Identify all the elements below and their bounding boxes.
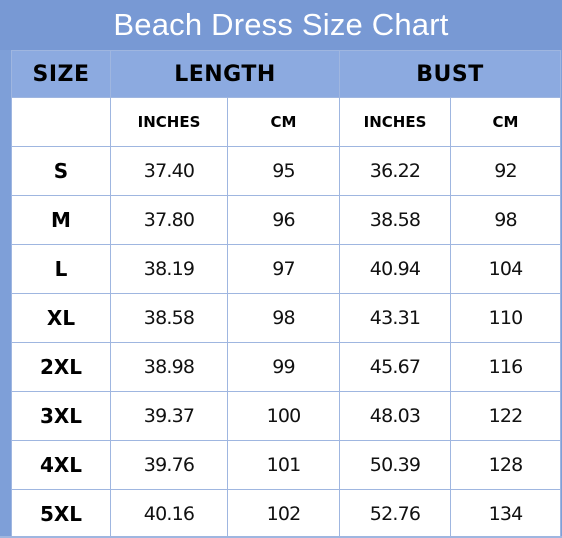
bust-inches-cell: 48.03 (339, 391, 451, 441)
bust-cm-cell: 134 (449, 489, 562, 538)
length-inches-cell: 37.40 (110, 146, 228, 196)
bottom-border (0, 536, 562, 538)
length-cm-cell: 97 (227, 244, 340, 294)
length-cm-cell: 99 (227, 342, 340, 392)
length-header: LENGTH (110, 50, 340, 98)
length-inches-cell: 38.58 (110, 293, 228, 343)
length-cm-header: CM (227, 97, 340, 147)
length-inches-header: INCHES (110, 97, 228, 147)
length-cm-cell: 98 (227, 293, 340, 343)
table-row: L 38.19 97 40.94 104 (11, 244, 562, 294)
bust-inches-cell: 50.39 (339, 440, 451, 490)
size-header: SIZE (11, 50, 111, 98)
length-inches-cell: 37.80 (110, 195, 228, 245)
bust-cm-header: CM (449, 97, 562, 147)
bust-inches-cell: 52.76 (339, 489, 451, 538)
size-cell: 5XL (11, 489, 111, 538)
length-inches-cell: 39.37 (110, 391, 228, 441)
bust-cm-cell: 110 (449, 293, 562, 343)
length-inches-cell: 40.16 (110, 489, 228, 538)
size-cell: M (11, 195, 111, 245)
length-cm-cell: 95 (227, 146, 340, 196)
length-inches-cell: 39.76 (110, 440, 228, 490)
bust-cm-cell: 98 (449, 195, 562, 245)
bust-header: BUST (338, 50, 562, 98)
size-cell: 3XL (11, 391, 111, 441)
bust-inches-cell: 45.67 (339, 342, 451, 392)
table-row: 2XL 38.98 99 45.67 116 (11, 342, 562, 392)
bust-cm-cell: 128 (449, 440, 562, 490)
table-row: S 37.40 95 36.22 92 (11, 146, 562, 196)
table-body: INCHES CM INCHES CM S 37.40 95 36.22 92 M 37.8… (11, 97, 562, 538)
table-row: M 37.80 96 38.58 98 (11, 195, 562, 245)
table-row: 5XL 40.16 102 52.76 134 (11, 489, 562, 538)
size-cell: L (11, 244, 111, 294)
table-row: 4XL 39.76 101 50.39 128 (11, 440, 562, 490)
size-cell: 4XL (11, 440, 111, 490)
bust-inches-header: INCHES (339, 97, 451, 147)
table-row: XL 38.58 98 43.31 110 (11, 293, 562, 343)
size-cell: XL (11, 293, 111, 343)
bust-cm-cell: 122 (449, 391, 562, 441)
bust-inches-cell: 40.94 (339, 244, 451, 294)
blank-cell (11, 97, 111, 147)
bust-inches-cell: 43.31 (339, 293, 451, 343)
bust-cm-cell: 92 (449, 146, 562, 196)
size-cell: S (11, 146, 111, 196)
bust-cm-cell: 104 (449, 244, 562, 294)
length-cm-cell: 96 (227, 195, 340, 245)
size-table: SIZE LENGTH BUST INCHES CM INCHES CM S 37… (11, 50, 562, 538)
unit-header-row: INCHES CM INCHES CM (11, 97, 562, 147)
column-header-row: SIZE LENGTH BUST (11, 50, 562, 98)
bust-inches-cell: 36.22 (339, 146, 451, 196)
bust-cm-cell: 116 (449, 342, 562, 392)
table-row: 3XL 39.37 100 48.03 122 (11, 391, 562, 441)
chart-title: Beach Dress Size Chart (0, 0, 562, 50)
length-cm-cell: 102 (227, 489, 340, 538)
bust-inches-cell: 38.58 (339, 195, 451, 245)
size-cell: 2XL (11, 342, 111, 392)
length-inches-cell: 38.19 (110, 244, 228, 294)
length-inches-cell: 38.98 (110, 342, 228, 392)
length-cm-cell: 101 (227, 440, 340, 490)
length-cm-cell: 100 (227, 391, 340, 441)
